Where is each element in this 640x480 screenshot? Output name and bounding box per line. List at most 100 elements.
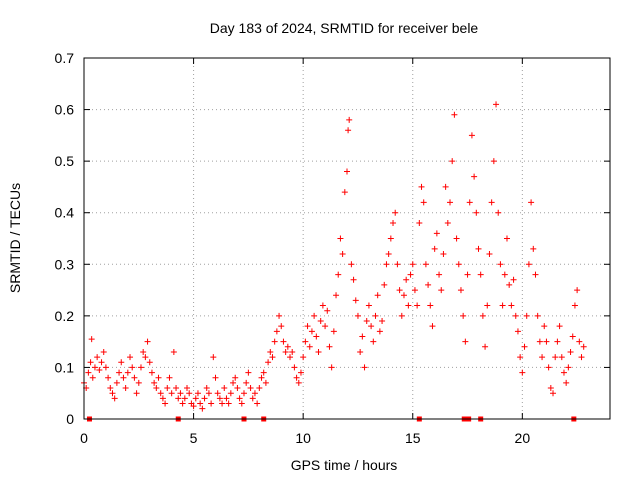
data-point: [181, 395, 188, 402]
data-point: [234, 385, 241, 392]
data-point: [271, 338, 278, 345]
data-point: [565, 364, 572, 371]
data-point: [116, 369, 123, 376]
data-point: [457, 287, 464, 294]
data-point: [151, 379, 158, 386]
data-point: [407, 271, 414, 278]
data-point: [148, 369, 155, 376]
data-point: [554, 338, 561, 345]
data-point: [118, 359, 125, 366]
data-point: [186, 390, 193, 397]
data-point: [177, 390, 184, 397]
data-point: [153, 385, 160, 392]
y-tick-label: 0.2: [55, 308, 75, 324]
data-point: [506, 281, 513, 288]
data-point: [137, 364, 144, 371]
data-point: [287, 354, 294, 361]
data-point: [328, 364, 335, 371]
data-point: [144, 338, 151, 345]
data-point: [563, 379, 570, 386]
data-point: [473, 209, 480, 216]
data-point: [205, 390, 212, 397]
data-point: [444, 220, 451, 227]
data-point: [438, 287, 445, 294]
data-point: [293, 374, 300, 381]
data-point: [552, 354, 559, 361]
data-point: [302, 338, 309, 345]
data-point: [216, 395, 223, 402]
data-point: [425, 281, 432, 288]
data-point: [251, 390, 258, 397]
data-point: [179, 400, 186, 407]
data-point: [453, 235, 460, 242]
data-point: [96, 367, 103, 374]
y-tick-label: 0.5: [55, 153, 75, 169]
data-point: [539, 354, 546, 361]
data-point: [280, 338, 287, 345]
data-point: [324, 307, 331, 314]
data-point: [400, 292, 407, 299]
data-point: [455, 261, 462, 268]
data-point: [313, 333, 320, 340]
data-point: [497, 261, 504, 268]
data-point: [363, 318, 370, 325]
data-point: [157, 390, 164, 397]
data-point: [411, 287, 418, 294]
data-point: [471, 173, 478, 180]
y-tick-label: 0: [66, 411, 74, 427]
data-point: [245, 369, 252, 376]
data-point: [247, 385, 254, 392]
data-point: [315, 348, 322, 355]
data-point: [326, 343, 333, 350]
data-point: [210, 354, 217, 361]
data-point: [569, 333, 576, 340]
data-point: [88, 336, 95, 343]
data-point: [560, 369, 567, 376]
data-point: [140, 348, 147, 355]
data-point: [308, 328, 315, 335]
data-point: [460, 312, 467, 319]
data-point: [94, 354, 101, 361]
data-points: [81, 101, 587, 422]
data-point: [284, 343, 291, 350]
data-point: [190, 403, 197, 410]
data-point: [536, 338, 543, 345]
data-point: [98, 359, 105, 366]
data-point: [295, 379, 302, 386]
data-point: [359, 333, 366, 340]
data-point: [392, 209, 399, 216]
data-point: [451, 111, 458, 118]
data-point: [495, 209, 502, 216]
data-point: [381, 281, 388, 288]
y-tick-label: 0.3: [55, 256, 75, 272]
data-point: [532, 271, 539, 278]
data-point: [447, 199, 454, 206]
data-point: [322, 323, 329, 330]
data-point: [120, 374, 127, 381]
chart-title: Day 183 of 2024, SRMTID for receiver bel…: [210, 20, 479, 36]
data-point: [223, 395, 230, 402]
data-point: [203, 385, 210, 392]
data-point: [571, 302, 578, 309]
data-point: [170, 348, 177, 355]
data-point: [267, 348, 274, 355]
data-point: [265, 359, 272, 366]
data-point: [550, 390, 557, 397]
data-point: [354, 312, 361, 319]
data-point: [344, 168, 350, 175]
data-point: [197, 400, 204, 407]
data-point: [194, 390, 201, 397]
data-point: [133, 390, 140, 397]
y-tick-label: 0.1: [55, 359, 75, 375]
data-point: [142, 354, 149, 361]
data-point: [102, 364, 109, 371]
data-point: [339, 250, 346, 257]
data-point: [365, 302, 372, 309]
data-point: [466, 199, 473, 206]
data-point: [449, 158, 456, 165]
data-point: [262, 379, 269, 386]
data-point: [256, 385, 263, 392]
data-point: [427, 302, 434, 309]
